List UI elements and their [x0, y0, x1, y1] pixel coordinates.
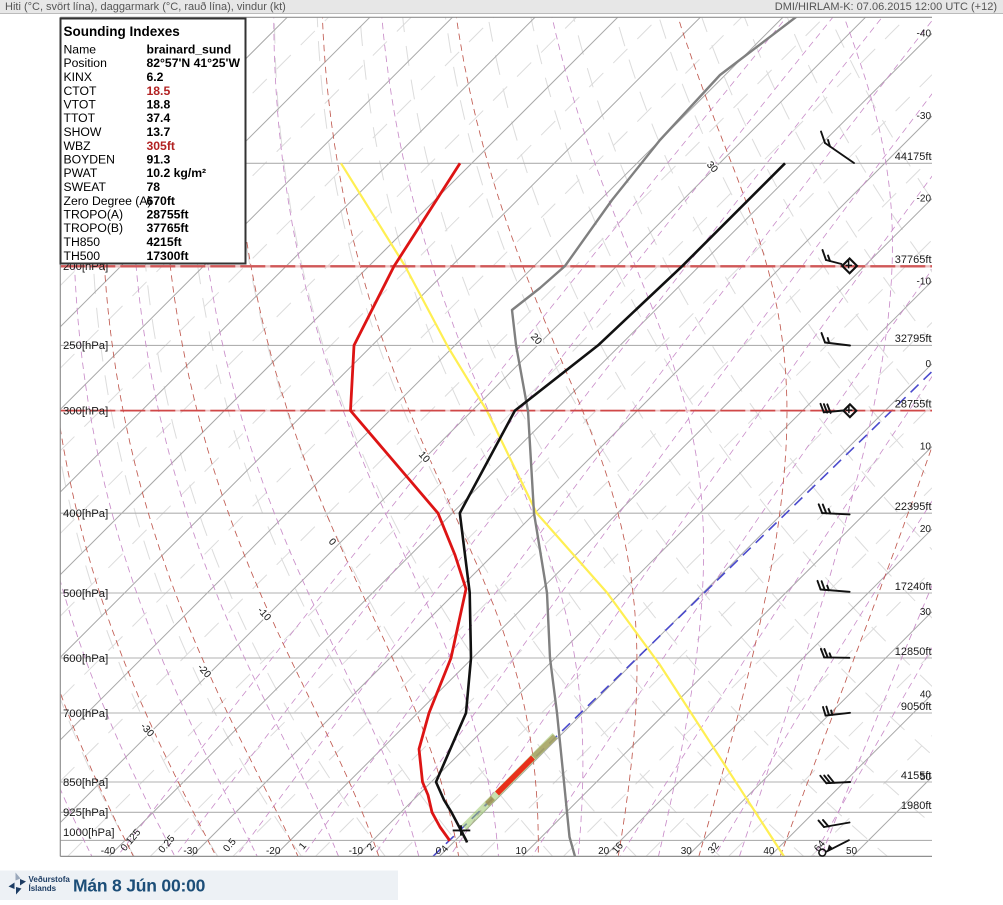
svg-text:TROPO(B): TROPO(B)	[64, 221, 124, 235]
svg-text:20: 20	[598, 846, 610, 857]
svg-text:SWEAT: SWEAT	[64, 180, 107, 194]
svg-text:-40: -40	[917, 29, 932, 40]
svg-text:-30: -30	[917, 111, 932, 122]
svg-text:1980ft: 1980ft	[901, 800, 932, 812]
svg-text:50: 50	[920, 772, 932, 783]
svg-text:Veðurstofa: Veðurstofa	[29, 875, 71, 884]
svg-text:17240ft: 17240ft	[895, 581, 932, 593]
svg-text:TTOT: TTOT	[64, 111, 96, 125]
svg-text:-40: -40	[101, 846, 116, 857]
svg-text:28755ft: 28755ft	[895, 398, 932, 410]
svg-text:30: 30	[681, 846, 693, 857]
svg-text:BOYDEN: BOYDEN	[64, 153, 115, 167]
svg-text:SHOW: SHOW	[64, 125, 102, 139]
svg-text:500[hPa]: 500[hPa]	[63, 588, 108, 600]
svg-text:Sounding Indexes: Sounding Indexes	[64, 24, 180, 39]
svg-text:30: 30	[920, 607, 932, 618]
svg-text:40: 40	[920, 689, 932, 700]
svg-text:KINX: KINX	[64, 70, 92, 84]
svg-text:10: 10	[920, 442, 932, 453]
svg-text:91.3: 91.3	[147, 153, 171, 167]
svg-text:300[hPa]: 300[hPa]	[63, 405, 108, 417]
svg-text:700[hPa]: 700[hPa]	[63, 708, 108, 720]
svg-text:17300ft: 17300ft	[147, 249, 189, 263]
svg-text:37765ft: 37765ft	[895, 254, 932, 266]
svg-text:CTOT: CTOT	[64, 84, 98, 98]
svg-text:Name: Name	[64, 43, 97, 57]
svg-text:1000[hPa]: 1000[hPa]	[63, 827, 115, 839]
svg-text:-10: -10	[349, 846, 364, 857]
svg-text:32795ft: 32795ft	[895, 333, 932, 345]
svg-text:Hiti (°C, svört lína), daggarm: Hiti (°C, svört lína), daggarmark (°C, r…	[5, 1, 286, 13]
svg-text:22395ft: 22395ft	[895, 501, 932, 513]
svg-text:Mán 8 Jún 00:00: Mán 8 Jún 00:00	[73, 876, 206, 896]
svg-text:250[hPa]: 250[hPa]	[63, 340, 108, 352]
svg-text:TH850: TH850	[64, 235, 101, 249]
svg-text:20: 20	[920, 524, 932, 535]
svg-text:400[hPa]: 400[hPa]	[63, 508, 108, 520]
svg-text:28755ft: 28755ft	[147, 208, 189, 222]
svg-text:DMI/HIRLAM-K: 07.06.2015 12:00: DMI/HIRLAM-K: 07.06.2015 12:00 UTC (+12)	[775, 1, 997, 13]
svg-text:Íslands: Íslands	[29, 884, 57, 893]
svg-text:Position: Position	[64, 56, 107, 70]
svg-text:PWAT: PWAT	[64, 166, 98, 180]
svg-text:850[hPa]: 850[hPa]	[63, 777, 108, 789]
svg-text:-20: -20	[266, 846, 281, 857]
svg-text:305ft: 305ft	[147, 139, 175, 153]
svg-text:82°57'N 41°25'W: 82°57'N 41°25'W	[147, 56, 241, 70]
svg-text:13.7: 13.7	[147, 125, 171, 139]
svg-text:18.8: 18.8	[147, 98, 171, 112]
svg-text:37765ft: 37765ft	[147, 221, 189, 235]
svg-text:9050ft: 9050ft	[901, 701, 932, 713]
svg-text:600[hPa]: 600[hPa]	[63, 653, 108, 665]
svg-text:0: 0	[925, 359, 931, 370]
svg-text:TH500: TH500	[64, 249, 101, 263]
svg-text:12850ft: 12850ft	[895, 646, 932, 658]
svg-text:10.2 kg/m²: 10.2 kg/m²	[147, 166, 207, 180]
svg-text:670ft: 670ft	[147, 194, 175, 208]
svg-text:-20: -20	[917, 194, 932, 205]
svg-text:10: 10	[516, 846, 528, 857]
svg-text:37.4: 37.4	[147, 111, 171, 125]
svg-text:Zero Degree (A): Zero Degree (A)	[64, 194, 152, 208]
svg-text:-10: -10	[917, 276, 932, 287]
svg-text:WBZ: WBZ	[64, 139, 92, 153]
svg-text:78: 78	[147, 180, 161, 194]
svg-text:925[hPa]: 925[hPa]	[63, 807, 108, 819]
svg-text:40: 40	[763, 846, 775, 857]
svg-text:6.2: 6.2	[147, 70, 164, 84]
svg-text:TROPO(A): TROPO(A)	[64, 208, 124, 222]
svg-text:VTOT: VTOT	[64, 98, 97, 112]
svg-text:-30: -30	[183, 846, 198, 857]
svg-text:44175ft: 44175ft	[895, 151, 932, 163]
svg-text:brainard_sund: brainard_sund	[147, 43, 232, 57]
svg-text:18.5: 18.5	[147, 84, 171, 98]
svg-text:4215ft: 4215ft	[147, 235, 182, 249]
svg-text:50: 50	[846, 846, 858, 857]
